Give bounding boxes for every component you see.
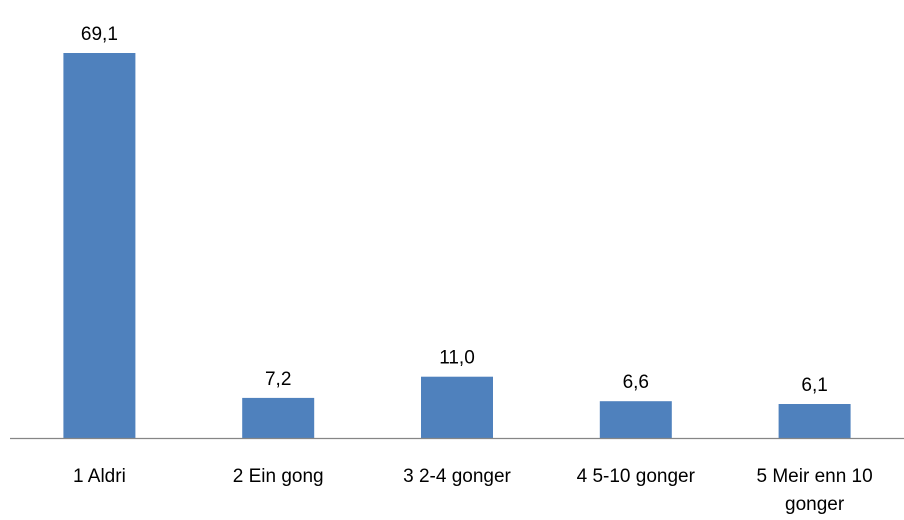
bar-3 bbox=[421, 376, 493, 438]
bar-2 bbox=[242, 397, 315, 438]
category-labels-layer: 1 Aldri 2 Ein gong 3 2-4 gonger 4 5-10 gong… bbox=[73, 466, 873, 515]
category-label-line: gonger bbox=[785, 494, 845, 515]
category-label-3: 3 2-4 gonger bbox=[403, 466, 511, 487]
data-label-3: 11,0 bbox=[439, 348, 475, 369]
category-label-line: 1 Aldri bbox=[73, 466, 126, 487]
bar-1 bbox=[63, 53, 136, 438]
bars-layer bbox=[63, 53, 851, 438]
data-label-1: 69,1 bbox=[81, 24, 118, 45]
bar-5 bbox=[778, 404, 851, 438]
category-label-2: 2 Ein gong bbox=[233, 466, 324, 487]
data-labels-layer: 69,1 7,2 11,0 6,6 6,1 bbox=[81, 24, 828, 396]
bar-4 bbox=[599, 401, 672, 438]
category-label-line: 3 2-4 gonger bbox=[403, 466, 511, 487]
category-label-line: 2 Ein gong bbox=[233, 466, 324, 487]
category-label-5: 5 Meir enn 10 gonger bbox=[757, 466, 873, 515]
data-label-5: 6,1 bbox=[801, 375, 827, 396]
data-label-4: 6,6 bbox=[623, 372, 649, 393]
category-label-4: 4 5-10 gonger bbox=[577, 466, 696, 487]
category-label-line: 5 Meir enn 10 bbox=[757, 466, 873, 487]
category-label-1: 1 Aldri bbox=[73, 466, 126, 487]
data-label-2: 7,2 bbox=[265, 369, 291, 390]
category-label-line: 4 5-10 gonger bbox=[577, 466, 696, 487]
